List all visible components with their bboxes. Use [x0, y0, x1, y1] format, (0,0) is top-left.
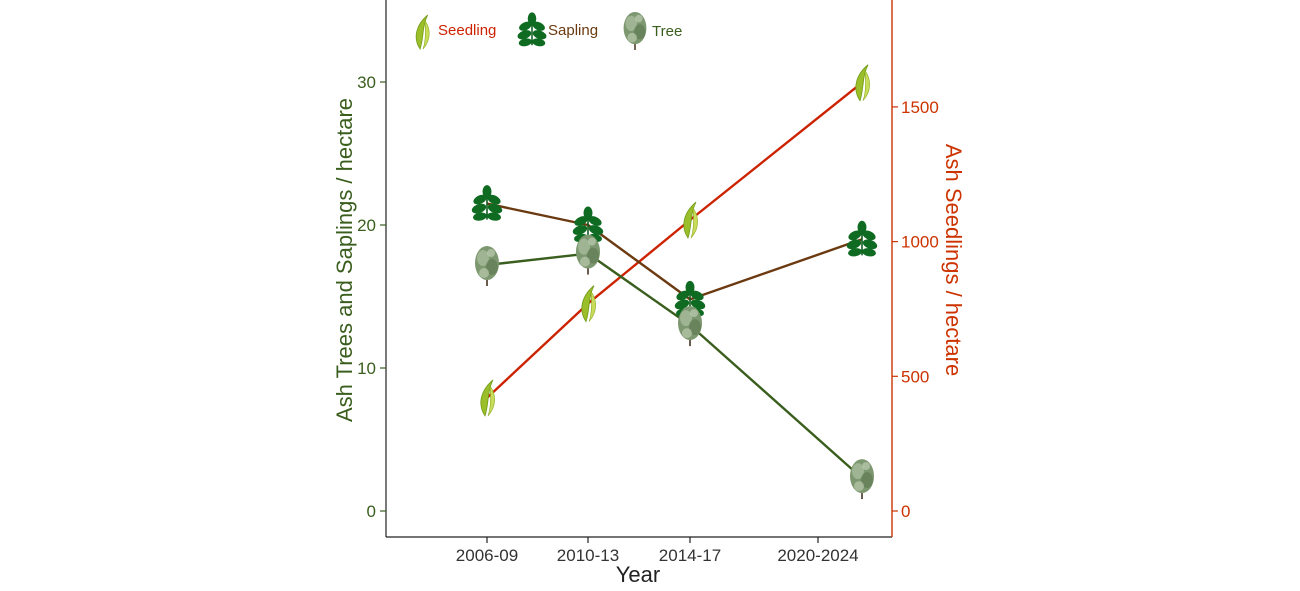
- left-tick-label: 30: [357, 73, 376, 92]
- seedling-icon: [683, 201, 699, 239]
- left-axis-title: Ash Trees and Saplings / hectare: [332, 98, 357, 422]
- right-tick-label: 1500: [901, 98, 939, 117]
- x-tick-label: 2014-17: [659, 546, 721, 565]
- right-axis-ticks: 0 500 1000 1500: [892, 98, 939, 521]
- tree-icon: [677, 305, 703, 348]
- x-tick-label: 2010-13: [557, 546, 619, 565]
- legend-item-tree: Tree: [622, 11, 682, 51]
- line-sapling: [486, 202, 863, 301]
- legend-label-seedling: Seedling: [438, 22, 496, 39]
- left-axis-ticks: 0 10 20 30: [357, 73, 386, 521]
- sapling-icon: [469, 184, 505, 223]
- tree-icon: [622, 11, 648, 51]
- line-tree: [486, 252, 863, 479]
- x-tick-label: 2020-2024: [777, 546, 858, 565]
- legend: Seedling Sapling Tree: [415, 11, 682, 51]
- tree-icon: [575, 233, 601, 276]
- tree-icon: [849, 458, 875, 501]
- series-lines: [486, 81, 863, 479]
- sapling-icon: [515, 11, 549, 49]
- x-axis-title: Year: [616, 562, 660, 587]
- right-tick-label: 500: [901, 367, 929, 386]
- left-tick-label: 20: [357, 216, 376, 235]
- legend-item-sapling: Sapling: [515, 11, 598, 49]
- legend-label-sapling: Sapling: [548, 22, 598, 39]
- seedling-icon: [581, 285, 597, 323]
- left-tick-label: 10: [357, 359, 376, 378]
- seedling-icon: [855, 64, 871, 102]
- seedling-icon: [480, 379, 496, 417]
- series-markers: [469, 64, 880, 501]
- seedling-icon: [415, 14, 430, 50]
- sapling-icon: [844, 220, 880, 259]
- right-axis-title: Ash Seedlings / hectare: [941, 144, 966, 376]
- legend-item-seedling: Seedling: [415, 14, 496, 50]
- left-tick-label: 0: [367, 502, 376, 521]
- right-tick-label: 1000: [901, 233, 939, 252]
- right-tick-label: 0: [901, 502, 910, 521]
- x-tick-label: 2006-09: [456, 546, 518, 565]
- line-seedling: [486, 81, 863, 399]
- tree-icon: [474, 245, 500, 287]
- legend-label-tree: Tree: [652, 23, 682, 40]
- x-axis-ticks: 2006-09 2010-13 2014-17 2020-2024: [456, 537, 859, 565]
